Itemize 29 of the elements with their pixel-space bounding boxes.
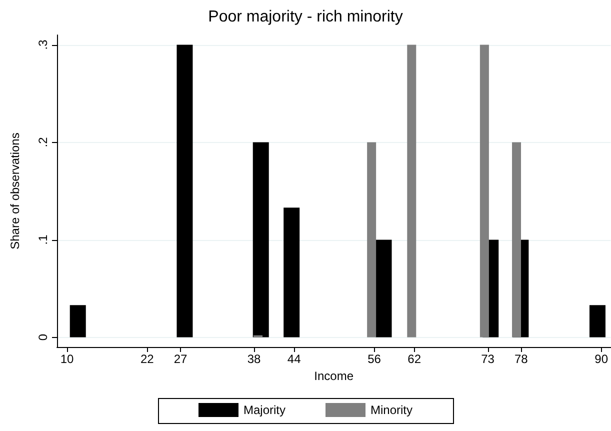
x-axis-title: Income (314, 368, 354, 383)
bar (252, 142, 269, 338)
x-tick-label: 62 (408, 352, 422, 366)
y-axis-title: Share of observations (8, 132, 22, 250)
bar (284, 208, 300, 338)
x-tick-label: 44 (287, 352, 302, 366)
chart-title: Poor majority - rich minority (208, 8, 403, 26)
x-tick-label: 22 (140, 352, 154, 366)
x-tick-label: 73 (481, 352, 495, 366)
x-tick-label: 90 (594, 352, 608, 366)
bar (589, 305, 606, 338)
y-tick-label: .3 (36, 39, 50, 50)
y-tick-label: 0 (36, 334, 50, 341)
bar (407, 44, 416, 338)
x-tick-label: 78 (514, 352, 528, 366)
legend-label: Majority (243, 403, 286, 417)
bar (367, 142, 376, 338)
x-tick-label: 10 (60, 352, 74, 366)
x-tick-label: 38 (247, 352, 262, 366)
legend-label: Minority (370, 403, 413, 417)
x-tick-label: 27 (174, 352, 188, 366)
bar (70, 305, 86, 338)
bar (480, 44, 489, 338)
bar (176, 44, 193, 338)
bar (376, 240, 392, 338)
x-tick-label: 56 (368, 352, 382, 366)
y-tick-label: .2 (36, 136, 50, 148)
bar (512, 142, 522, 338)
y-tick-label: .1 (36, 234, 50, 245)
